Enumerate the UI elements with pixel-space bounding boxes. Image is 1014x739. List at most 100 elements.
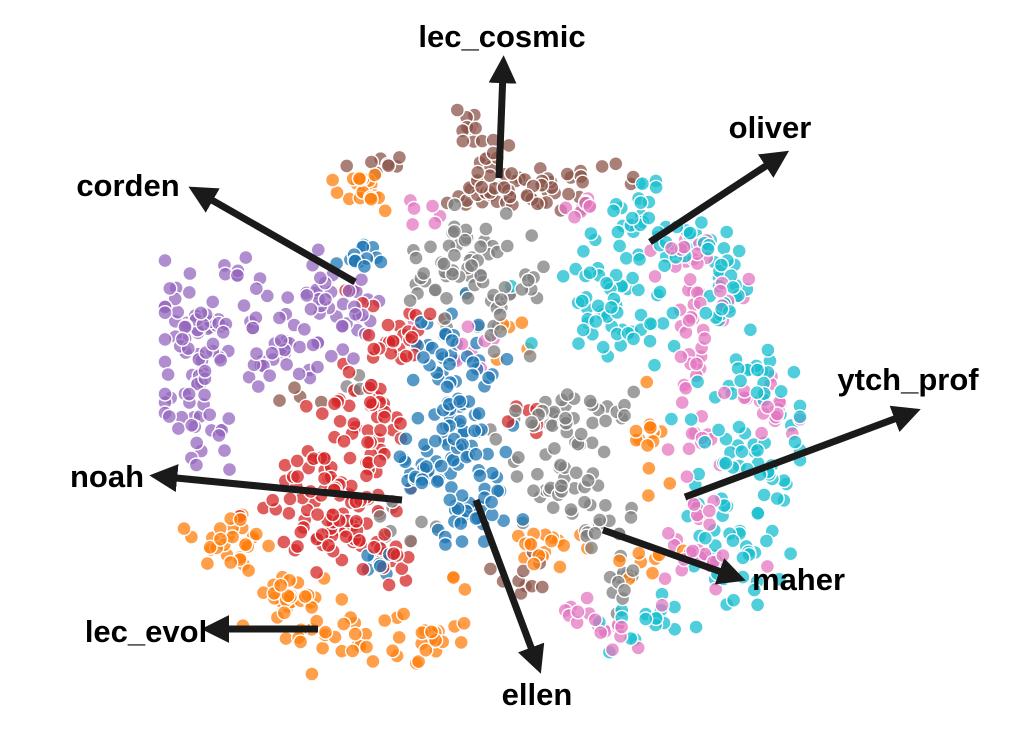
- scatter-point-lec_cosmic: [474, 179, 490, 195]
- scatter-point-lec_cosmic: [501, 137, 517, 154]
- scatter-point-maher: [492, 323, 509, 340]
- cluster-label-oliver: oliver: [729, 110, 812, 145]
- scatter-point-ellen: [483, 494, 500, 510]
- scatter-point-lec_evol: [644, 565, 661, 581]
- scatter-point-oliver: [634, 175, 651, 192]
- scatter-point-oliver: [555, 268, 571, 284]
- scatter-point-maher: [580, 472, 596, 489]
- scatter-point-oliver: [633, 194, 649, 211]
- scatter-point-noah: [289, 468, 306, 485]
- scatter-point-corden: [312, 270, 328, 286]
- scatter-point-corden: [335, 341, 351, 358]
- scatter-point-noah: [293, 524, 309, 540]
- scatter-point-lec_evol: [552, 559, 568, 575]
- scatter-point-corden: [323, 348, 339, 364]
- scatter-point-noah: [325, 507, 341, 523]
- scatter-point-corden: [309, 359, 326, 375]
- scatter-point-maher: [402, 533, 419, 549]
- scatter-point-corden: [204, 294, 221, 310]
- scatter-point-lec_evol: [523, 536, 539, 552]
- scatter-point-corden: [278, 356, 295, 373]
- scatter-point-lec_evol: [232, 511, 249, 528]
- scatter-point-noah: [342, 450, 358, 466]
- scatter-point-oliver: [700, 241, 716, 257]
- arrow-lec_cosmic: [488, 55, 517, 179]
- arrow-maher: [601, 526, 746, 585]
- scatter-point-lec_evol: [280, 588, 296, 604]
- scatter-point-ellen: [468, 446, 484, 462]
- scatter-point-maher: [573, 426, 589, 442]
- scatter-point-ytch_prof: [759, 558, 776, 575]
- scatter-point-lec_evol: [351, 170, 368, 187]
- arrow-ytch_prof: [683, 405, 921, 501]
- scatter-point-ellen: [441, 356, 458, 372]
- scatter-point-maher: [523, 414, 540, 431]
- scatter-point-oliver: [595, 339, 611, 355]
- scatter-point-ytch_prof: [753, 425, 770, 441]
- scatter-point-ytch_prof: [657, 571, 673, 587]
- scatter-point-lec_evol: [324, 172, 341, 188]
- scatter-point-corden: [345, 350, 362, 367]
- scatter-point-noah: [309, 506, 326, 523]
- scatter-point-maher: [446, 247, 463, 264]
- scatter-point-maher: [583, 540, 600, 556]
- scatter-point-oliver: [786, 364, 802, 380]
- scatter-point-ellen: [415, 349, 432, 366]
- scatter-point-ellen: [515, 511, 531, 528]
- scatter-point-lec_evol: [260, 538, 277, 554]
- scatter-point-ytch_prof: [759, 399, 776, 415]
- scatter-point-oliver: [633, 307, 649, 323]
- scatter-point-lec_cosmic: [482, 561, 499, 577]
- cluster-label-noah: noah: [70, 459, 144, 494]
- scatter-point-lec_evol: [334, 591, 350, 608]
- scatter-point-lec_cosmic: [339, 158, 355, 174]
- scatter-point-lec_evol: [237, 537, 254, 553]
- scatter-point-ytch_prof: [681, 312, 697, 329]
- scatter-point-corden: [245, 320, 261, 336]
- scatter-point-maher: [597, 497, 614, 513]
- scatter-point-ytch_prof: [688, 356, 705, 372]
- scatter-point-oliver: [725, 592, 742, 608]
- scatter-point-noah: [376, 409, 393, 425]
- scatter-point-oliver: [611, 238, 628, 254]
- scatter-point-lec_evol: [639, 437, 656, 454]
- scatter-point-lec_evol: [336, 616, 352, 632]
- scatter-point-oliver: [732, 373, 749, 389]
- scatter-point-ellen: [418, 458, 434, 475]
- scatter-point-maher: [576, 494, 593, 510]
- scatter-point-maher: [413, 514, 430, 530]
- scatter-point-oliver: [734, 444, 750, 460]
- cluster-label-ellen: ellen: [502, 677, 573, 712]
- scatter-point-oliver: [749, 362, 766, 378]
- scatter-point-corden: [201, 407, 218, 423]
- scatter-point-corden: [157, 331, 173, 348]
- scatter-point-lec_evol: [662, 475, 678, 492]
- scatter-point-oliver: [749, 442, 766, 459]
- scatter-point-lec_cosmic: [286, 380, 303, 396]
- scatter-point-oliver: [665, 305, 681, 321]
- scatter-point-oliver: [666, 599, 683, 615]
- scatter-point-ellen: [464, 367, 481, 383]
- scatter-point-lec_evol: [395, 606, 412, 622]
- scatter-point-lec_cosmic: [503, 165, 520, 182]
- scatter-point-maher: [557, 410, 574, 426]
- scatter-points: [157, 102, 808, 682]
- arrow-corden: [188, 186, 357, 286]
- scatter-point-lec_evol: [641, 460, 657, 476]
- scatter-point-maher: [545, 500, 561, 516]
- scatter-point-ytch_prof: [712, 283, 728, 299]
- scatter-point-lec_evol: [344, 643, 361, 659]
- scatter-point-maher: [563, 501, 579, 518]
- scatter-point-corden: [212, 352, 229, 368]
- scatter-point-noah: [381, 577, 397, 593]
- arrow-ellen: [472, 498, 545, 674]
- scatter-point-maher: [596, 444, 612, 460]
- scatter-point-maher: [446, 223, 462, 240]
- scatter-point-oliver: [656, 258, 673, 274]
- scatter-point-corden: [310, 242, 326, 258]
- scatter-point-noah: [422, 306, 438, 322]
- scatter-point-lec_evol: [391, 629, 407, 646]
- scatter-point-maher: [408, 250, 424, 266]
- scatter-point-lec_cosmic: [594, 158, 610, 175]
